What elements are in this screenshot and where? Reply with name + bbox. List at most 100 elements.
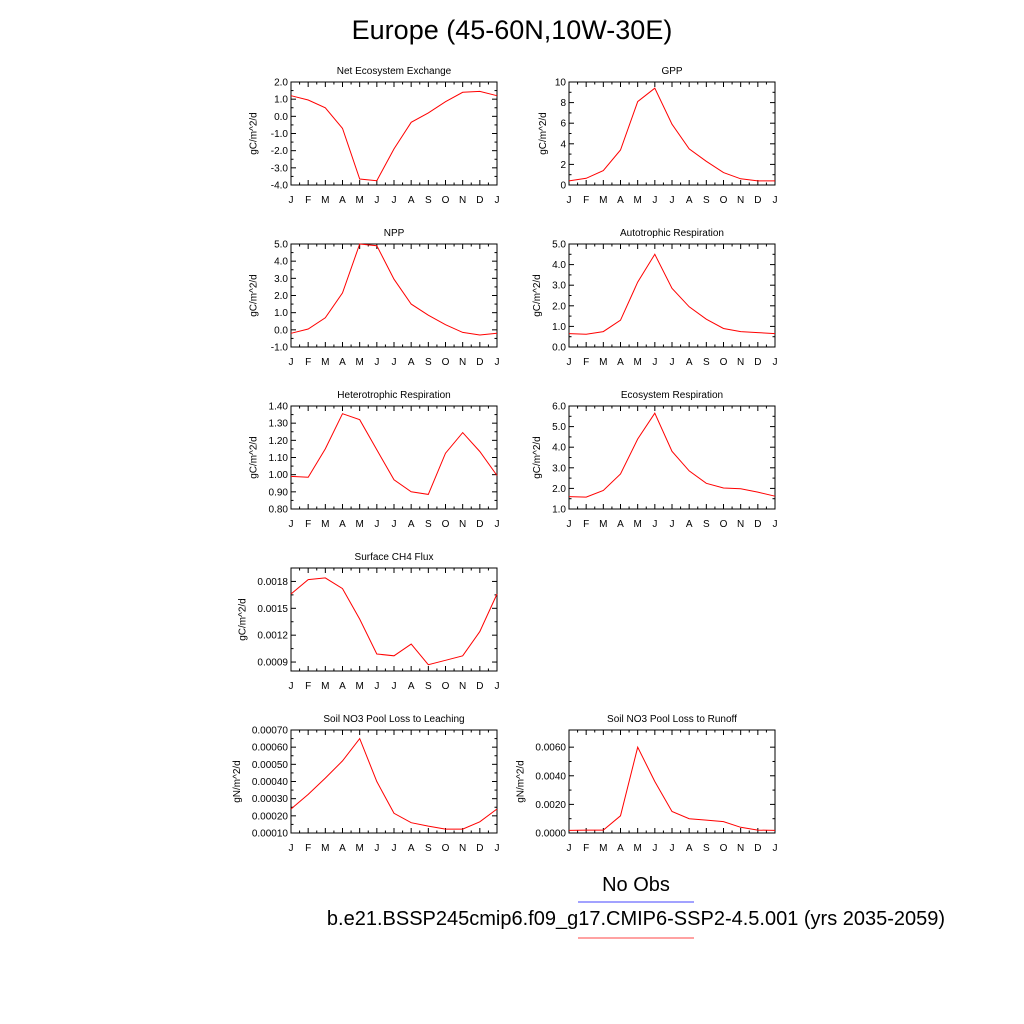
x-tick-label: N	[737, 843, 744, 854]
x-tick-label: J	[670, 843, 675, 854]
y-tick-label: 5.0	[552, 240, 566, 251]
y-tick-label: 5.0	[274, 240, 288, 251]
x-tick-label: F	[305, 195, 311, 206]
x-tick-label: A	[408, 357, 415, 368]
x-tick-label: F	[583, 195, 589, 206]
x-tick-label: O	[442, 681, 450, 692]
x-tick-label: J	[567, 195, 572, 206]
y-tick-label: 4	[560, 139, 566, 150]
x-tick-label: M	[633, 843, 641, 854]
x-tick-label: A	[408, 681, 415, 692]
x-tick-label: J	[374, 681, 379, 692]
y-tick-label: 2.0	[552, 484, 566, 495]
x-tick-label: D	[476, 195, 483, 206]
x-tick-label: J	[392, 357, 397, 368]
legend-obs-label: No Obs	[602, 874, 670, 896]
y-axis-label: gN/m^2/d	[232, 760, 243, 803]
x-tick-label: M	[599, 843, 607, 854]
x-tick-label: J	[670, 519, 675, 530]
x-tick-label: J	[773, 357, 778, 368]
x-tick-label: A	[686, 357, 693, 368]
y-axis-label: gC/m^2/d	[532, 436, 543, 479]
x-tick-label: J	[773, 843, 778, 854]
y-tick-label: 0.0018	[257, 577, 288, 588]
x-tick-label: M	[599, 195, 607, 206]
x-tick-label: J	[567, 357, 572, 368]
x-tick-label: J	[495, 195, 500, 206]
y-tick-label: 4.0	[552, 443, 566, 454]
x-tick-label: J	[392, 519, 397, 530]
y-tick-label: 0.0020	[535, 800, 566, 811]
x-tick-label: A	[408, 195, 415, 206]
y-tick-label: -2.0	[271, 146, 289, 157]
y-tick-label: 4.0	[274, 257, 288, 268]
series-line	[290, 737, 498, 830]
y-tick-label: 0.0040	[535, 771, 566, 782]
y-tick-label: 0.00020	[252, 811, 289, 822]
x-tick-label: A	[408, 843, 415, 854]
x-tick-label: J	[374, 195, 379, 206]
y-tick-label: 1.0	[552, 505, 566, 516]
x-tick-label: J	[652, 357, 657, 368]
x-tick-label: A	[686, 519, 693, 530]
x-tick-label: M	[321, 195, 329, 206]
x-tick-label: S	[425, 681, 432, 692]
x-tick-label: D	[754, 843, 761, 854]
x-tick-label: M	[599, 519, 607, 530]
x-tick-label: N	[737, 195, 744, 206]
x-tick-label: N	[737, 357, 744, 368]
y-axis-label: gC/m^2/d	[532, 274, 543, 317]
x-tick-label: D	[754, 519, 761, 530]
plot-frame	[290, 243, 498, 348]
panel-title: GPP	[661, 66, 682, 77]
x-tick-label: J	[652, 195, 657, 206]
x-tick-label: M	[355, 195, 363, 206]
x-tick-label: S	[703, 357, 710, 368]
x-tick-label: M	[321, 843, 329, 854]
y-tick-label: -1.0	[271, 343, 289, 354]
plot-frame	[568, 729, 776, 834]
series-line	[290, 413, 498, 495]
x-tick-label: N	[459, 843, 466, 854]
y-tick-label: 10	[555, 78, 567, 89]
y-tick-label: 1.0	[552, 322, 566, 333]
x-tick-label: J	[289, 519, 294, 530]
series-line	[568, 745, 776, 831]
panel-title: Net Ecosystem Exchange	[337, 66, 452, 77]
plot-frame	[568, 81, 776, 186]
y-tick-label: 0.00040	[252, 777, 289, 788]
panel-title: NPP	[384, 228, 405, 239]
page-title: Europe (45-60N,10W-30E)	[351, 15, 673, 45]
y-tick-label: 1.0	[274, 95, 288, 106]
y-tick-label: 1.10	[269, 453, 289, 464]
x-tick-label: O	[720, 357, 728, 368]
x-tick-label: J	[652, 843, 657, 854]
plot-frame	[568, 405, 776, 510]
y-tick-label: 2.0	[274, 291, 288, 302]
y-tick-label: -1.0	[271, 129, 289, 140]
x-tick-label: F	[305, 357, 311, 368]
y-tick-label: 0.0	[552, 343, 566, 354]
y-tick-label: 0.00060	[252, 743, 289, 754]
x-tick-label: O	[442, 357, 450, 368]
series-line	[290, 90, 498, 182]
x-tick-label: F	[583, 519, 589, 530]
x-tick-label: A	[339, 195, 346, 206]
x-tick-label: J	[374, 519, 379, 530]
x-tick-label: A	[617, 843, 624, 854]
x-tick-label: S	[703, 843, 710, 854]
x-tick-label: A	[617, 195, 624, 206]
y-tick-label: -4.0	[271, 181, 289, 192]
y-tick-label: 2.0	[552, 301, 566, 312]
plot-frame	[290, 81, 498, 186]
series-line	[568, 412, 776, 498]
x-tick-label: M	[355, 519, 363, 530]
x-tick-label: D	[476, 843, 483, 854]
x-tick-label: A	[617, 357, 624, 368]
plot-frame	[290, 405, 498, 510]
x-tick-label: J	[670, 195, 675, 206]
y-tick-label: 3.0	[274, 274, 288, 285]
